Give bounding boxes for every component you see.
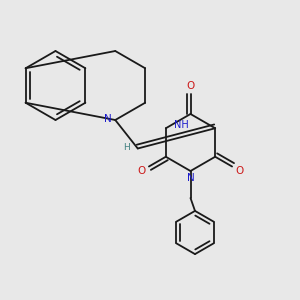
Text: O: O: [186, 81, 195, 91]
Text: H: H: [123, 142, 130, 152]
Text: N: N: [187, 172, 194, 183]
Text: N: N: [104, 114, 112, 124]
Text: NH: NH: [174, 120, 189, 130]
Text: O: O: [137, 166, 146, 176]
Text: O: O: [235, 166, 244, 176]
